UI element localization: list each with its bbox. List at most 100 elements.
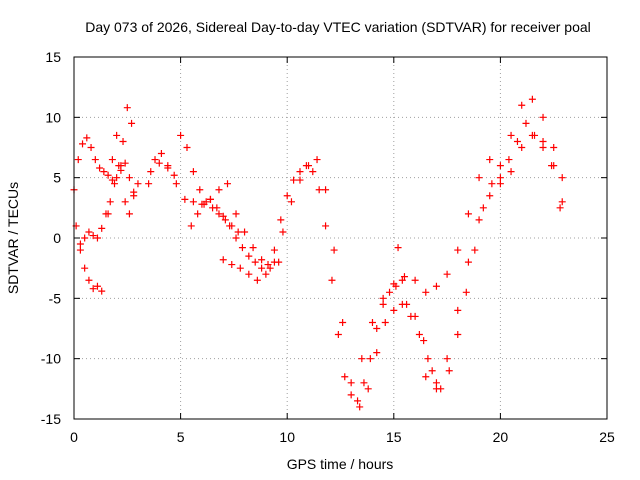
data-point xyxy=(145,180,153,188)
plot-frame xyxy=(73,56,608,420)
x-tick-label: 0 xyxy=(70,429,78,445)
data-point xyxy=(373,349,381,357)
data-point xyxy=(550,162,558,170)
data-point xyxy=(76,246,84,254)
data-point xyxy=(121,198,129,206)
data-point xyxy=(172,180,180,188)
data-point xyxy=(368,318,376,326)
data-point xyxy=(194,210,202,218)
data-point xyxy=(264,261,272,269)
data-point xyxy=(134,180,142,188)
series-arc-6 xyxy=(147,159,283,272)
data-point xyxy=(518,101,526,109)
data-point xyxy=(334,331,342,339)
x-tick-label: 5 xyxy=(177,429,185,445)
series-arc-2 xyxy=(72,222,106,295)
data-point xyxy=(241,228,249,236)
data-point xyxy=(379,300,387,308)
data-point xyxy=(522,119,530,127)
data-point xyxy=(422,288,430,296)
data-point xyxy=(341,373,349,381)
data-point xyxy=(539,113,547,121)
data-point xyxy=(155,159,163,167)
data-point xyxy=(496,180,504,188)
data-point xyxy=(87,144,95,151)
data-point xyxy=(98,287,106,295)
data-point xyxy=(183,144,191,151)
data-point xyxy=(147,168,155,176)
data-point xyxy=(232,234,240,242)
data-point xyxy=(196,186,204,194)
data-point xyxy=(528,131,536,139)
data-point xyxy=(360,379,368,387)
data-point xyxy=(479,204,487,212)
data-point xyxy=(556,204,564,212)
data-point xyxy=(539,137,547,145)
data-point xyxy=(108,156,116,164)
data-point xyxy=(283,192,291,200)
data-point xyxy=(475,216,483,224)
data-point xyxy=(81,264,89,272)
data-point xyxy=(98,224,106,232)
data-point xyxy=(507,131,515,139)
data-point xyxy=(420,337,428,345)
series-arc-9 xyxy=(358,95,566,363)
data-point xyxy=(400,273,408,281)
data-point xyxy=(287,198,295,206)
data-point xyxy=(445,367,453,375)
series-arc-10 xyxy=(394,119,564,393)
data-point xyxy=(253,276,261,284)
data-point xyxy=(108,176,116,184)
data-point xyxy=(226,222,234,230)
data-point xyxy=(358,355,366,363)
data-point xyxy=(386,288,394,296)
data-point xyxy=(74,156,82,164)
data-point xyxy=(238,244,246,252)
data-point xyxy=(234,228,242,236)
data-point xyxy=(432,385,440,393)
data-point xyxy=(496,174,504,182)
data-point xyxy=(215,210,223,218)
data-point xyxy=(475,174,483,182)
data-point xyxy=(518,144,526,151)
data-point xyxy=(496,162,504,170)
data-point xyxy=(251,258,259,266)
data-point xyxy=(471,246,479,254)
data-point xyxy=(539,144,547,151)
data-point xyxy=(270,246,278,254)
data-point xyxy=(390,280,398,288)
data-point xyxy=(528,95,536,103)
data-point xyxy=(296,176,304,184)
data-point xyxy=(85,276,93,284)
data-point xyxy=(454,246,462,254)
data-point xyxy=(443,270,451,278)
series-arc-4 xyxy=(104,131,142,218)
data-point xyxy=(93,234,101,242)
data-point xyxy=(76,240,84,248)
data-point xyxy=(464,258,472,266)
data-point xyxy=(104,171,112,179)
x-tick-label: 15 xyxy=(386,429,402,445)
data-point xyxy=(424,355,432,363)
data-point xyxy=(486,156,494,164)
data-point xyxy=(232,210,240,218)
data-point xyxy=(130,192,138,200)
data-point xyxy=(486,192,494,200)
data-point xyxy=(315,186,323,194)
chart-title: Day 073 of 2026, Sidereal Day-to-day VTE… xyxy=(85,19,591,35)
data-point xyxy=(277,216,285,224)
data-point xyxy=(96,164,104,172)
series-arc-8 xyxy=(219,156,440,411)
series-arc-3 xyxy=(76,104,136,248)
data-point xyxy=(381,318,389,326)
x-tick-label: 10 xyxy=(279,429,295,445)
x-tick-label: 25 xyxy=(599,429,615,445)
data-point xyxy=(128,119,136,127)
data-point xyxy=(432,282,440,290)
data-point xyxy=(411,276,419,284)
data-point xyxy=(309,168,317,176)
data-point xyxy=(213,204,221,212)
data-point xyxy=(224,180,232,188)
data-point xyxy=(189,198,197,206)
